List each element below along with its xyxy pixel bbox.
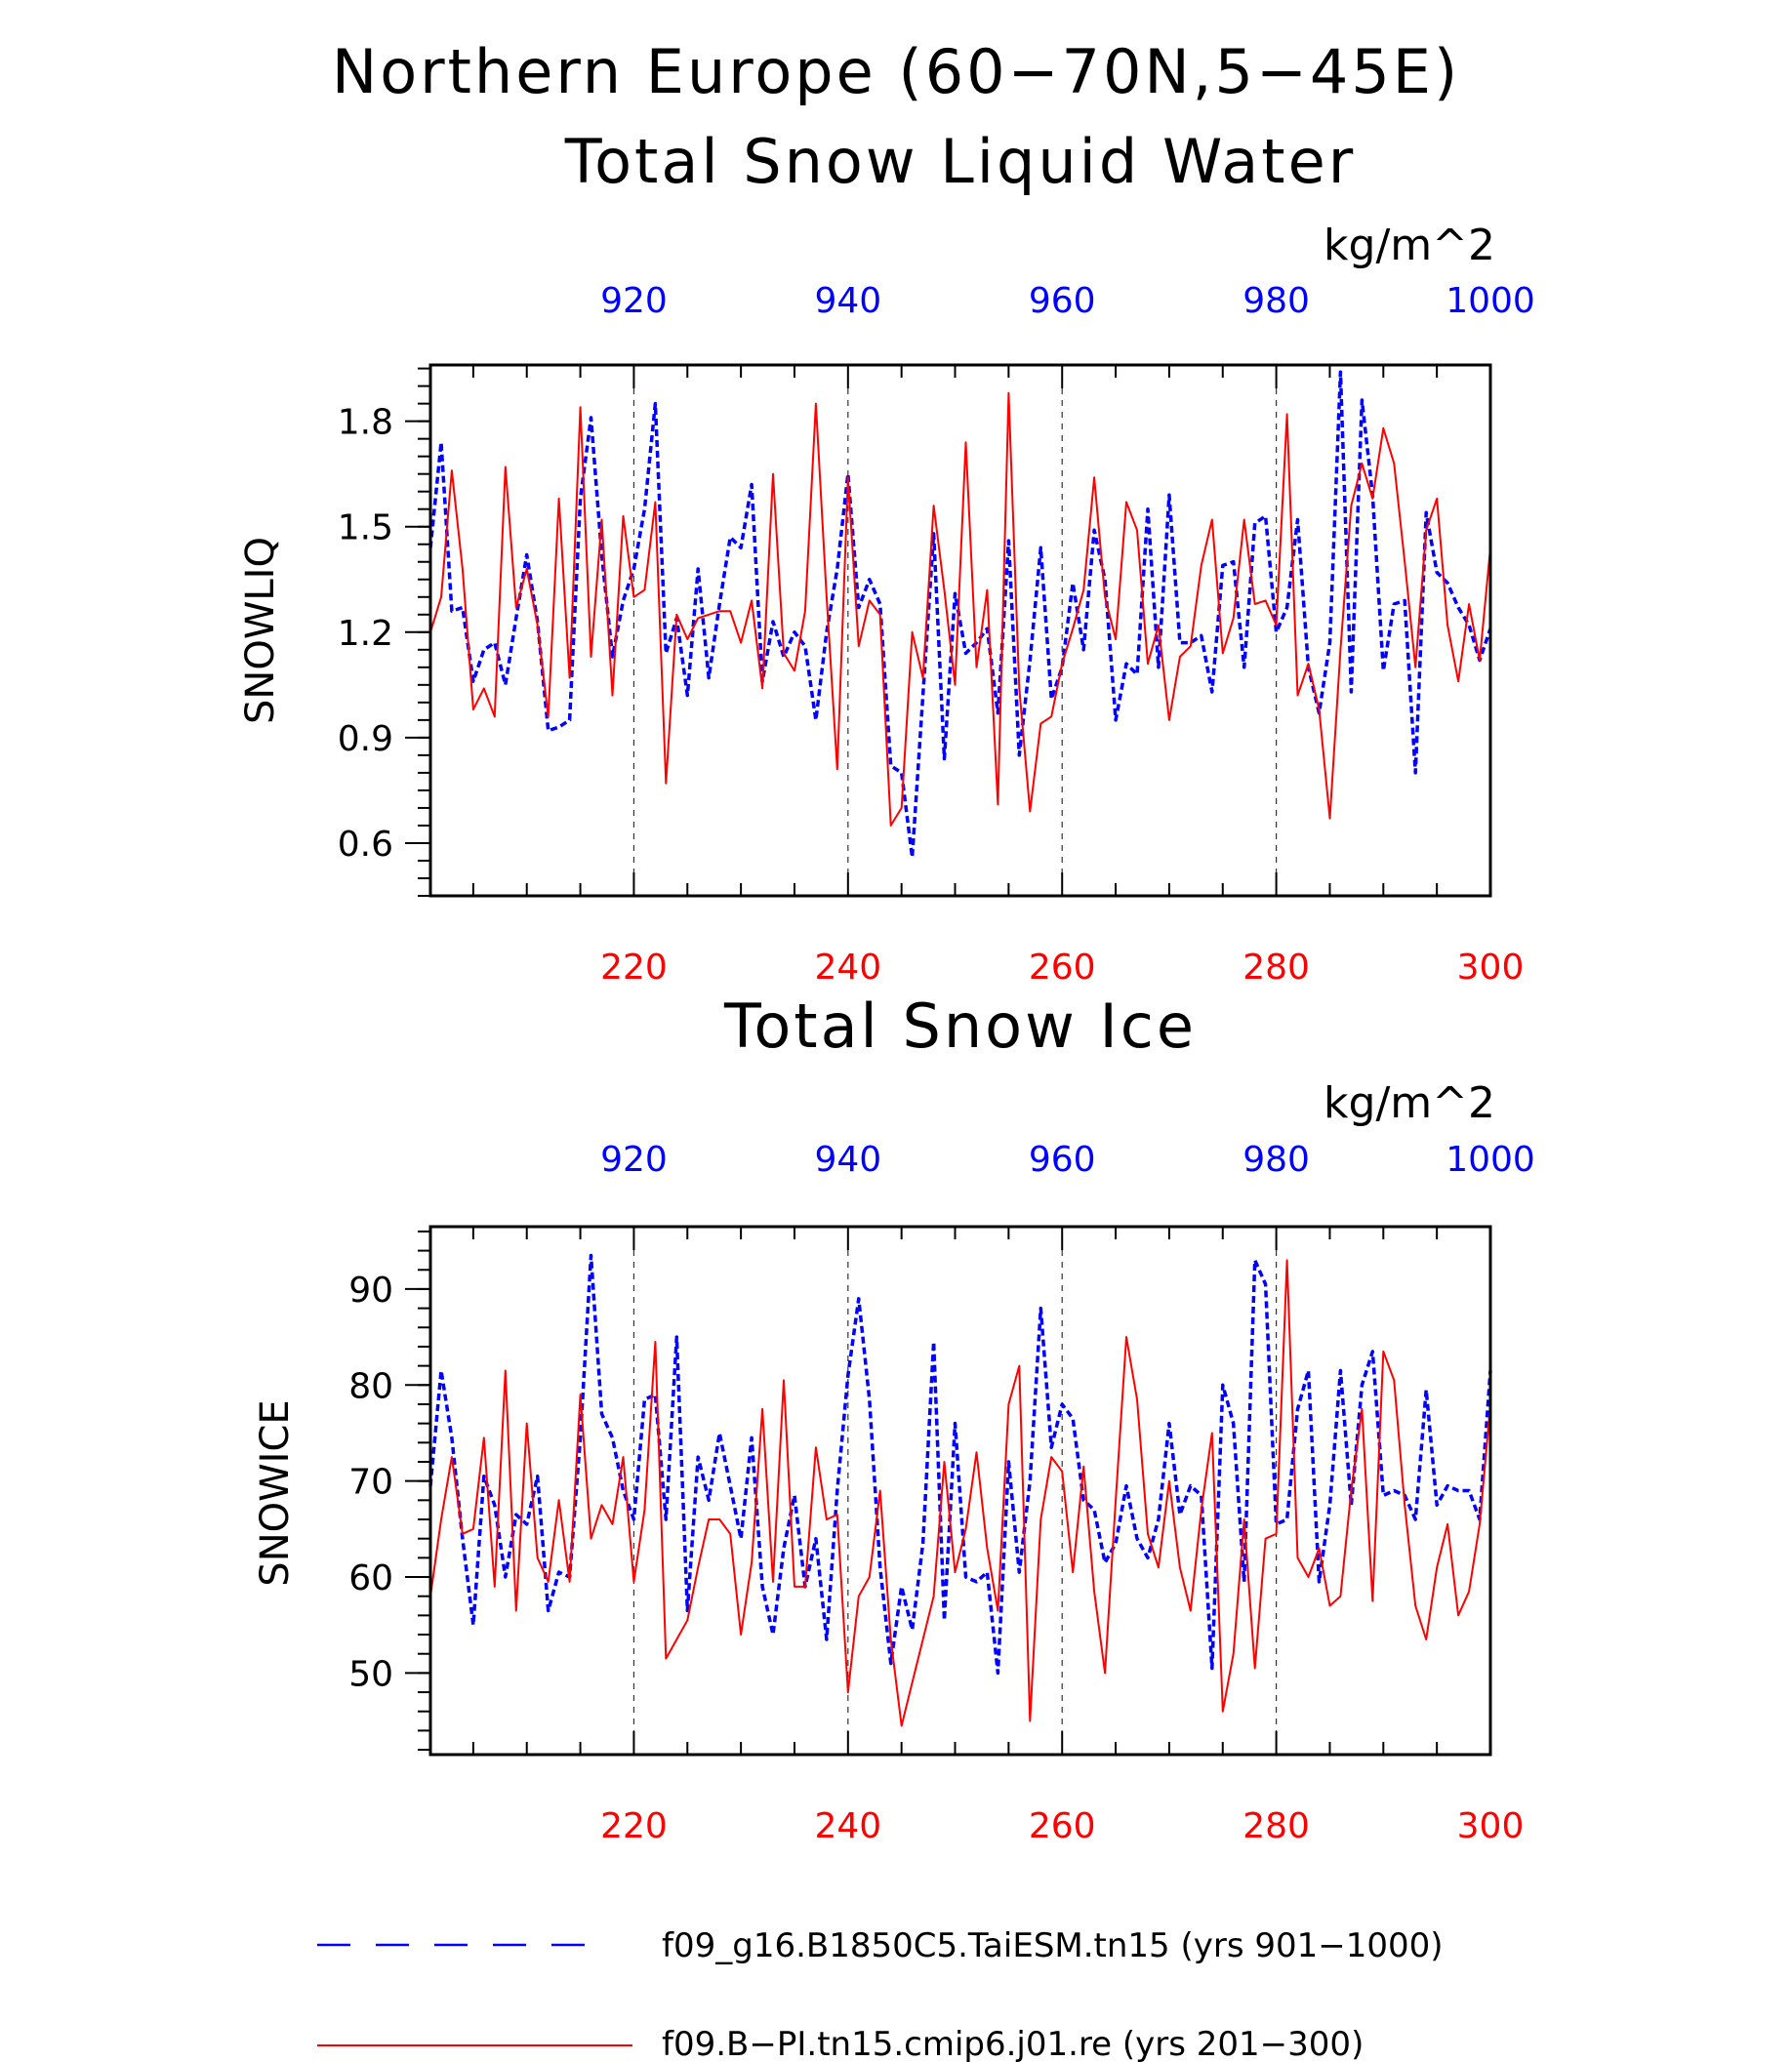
x-tick-label-bottom: 300 [1457,1806,1525,1846]
series-line-taiesm [428,1253,1492,1676]
x-tick-label-top: 980 [1242,281,1310,321]
plot-frame [428,1225,1492,1757]
y-tick-label: 1.2 [338,614,393,654]
x-tick-label-top: 960 [1029,281,1096,321]
legend: f09_g16.B1850C5.TaiESM.tn15 (yrs 901−100… [317,1926,1444,2062]
x-tick-label-bottom: 220 [600,1806,668,1846]
snowliq-panel: 220 240 260 280 300 920 940 960 980 1000 kg/m^2 0.6… [238,221,1535,988]
y-tick-label: 60 [348,1558,393,1598]
y-tick-label: 50 [348,1654,393,1694]
x-tick-label-top: 1000 [1446,1140,1535,1180]
x-tick-label-bottom: 260 [1029,948,1096,988]
x-tick-label-bottom: 240 [814,948,881,988]
series-line-cmip6 [429,1259,1491,1727]
x-tick-label-top: 980 [1242,1140,1310,1180]
x-tick-label-bottom: 280 [1242,948,1310,988]
y-axis-label: SNOWLIQ [238,537,283,724]
y-tick-label: 1.5 [338,508,393,548]
x-tick-label-bottom: 260 [1029,1806,1096,1846]
y-tick-label: 80 [348,1366,393,1406]
x-tick-label-top: 920 [600,1140,668,1180]
panel-2-title: Total Snow Ice [723,991,1197,1062]
x-tick-label-top: 940 [814,281,881,321]
y-tick-label: 70 [348,1463,393,1503]
x-tick-label-top: 960 [1029,1140,1096,1180]
legend-label-taiesm: f09_g16.B1850C5.TaiESM.tn15 (yrs 901−100… [662,1926,1444,1965]
snowice-panel: 220 240 260 280 300 920 940 960 980 1000 kg/m^2 50 6… [253,1078,1535,1846]
y-tick-label: 0.9 [338,719,393,759]
x-tick-label-top: 920 [600,281,668,321]
units-label: kg/m^2 [1324,1078,1495,1128]
y-axis-label: SNOWICE [253,1399,298,1586]
y-tick-label: 0.6 [338,825,393,865]
x-tick-label-bottom: 240 [814,1806,881,1846]
x-tick-label-top: 1000 [1446,281,1535,321]
units-label: kg/m^2 [1324,221,1495,270]
x-tick-label-bottom: 220 [600,948,668,988]
main-title-line-2: Total Snow Liquid Water [564,126,1357,197]
x-tick-label-bottom: 280 [1242,1806,1310,1846]
x-tick-label-top: 940 [814,1140,881,1180]
legend-label-cmip6: f09.B−PI.tn15.cmip6.j01.re (yrs 201−300) [662,2025,1364,2062]
plot-frame [428,363,1492,898]
y-tick-label: 1.8 [338,403,393,443]
main-title-line-1: Northern Europe (60−70N,5−45E) [332,36,1460,107]
y-tick-label: 90 [348,1271,393,1311]
x-tick-label-bottom: 300 [1457,948,1525,988]
series-line-cmip6 [429,391,1491,827]
